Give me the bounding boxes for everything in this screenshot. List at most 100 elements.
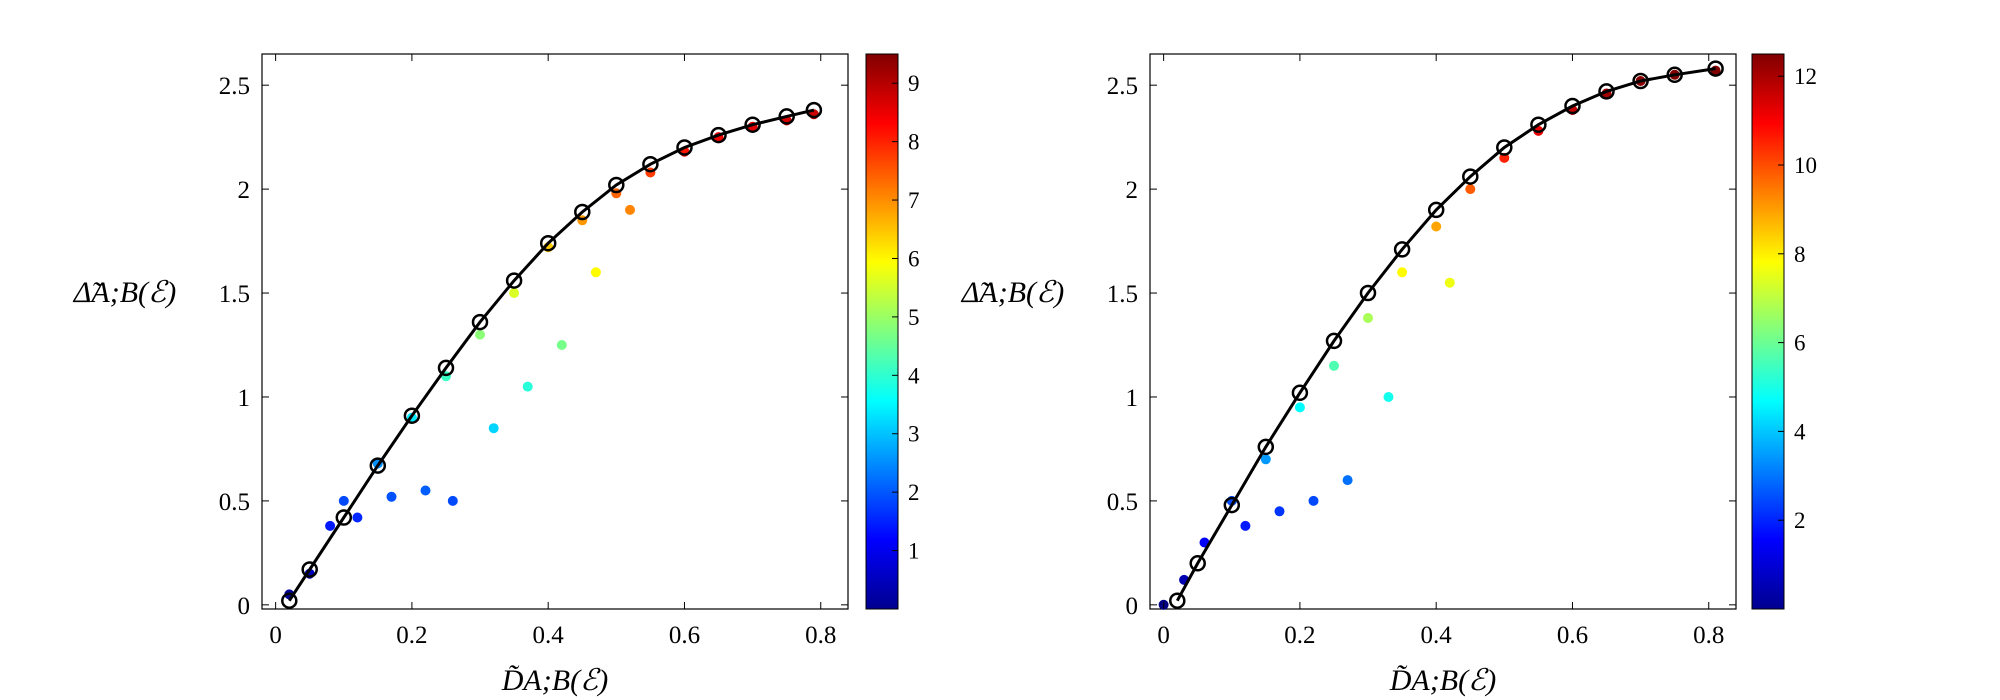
fit-curve-marker	[710, 126, 727, 144]
x-tick-label: 0.8	[1693, 622, 1724, 649]
scatter-point	[590, 267, 601, 278]
scatter-point	[1274, 506, 1285, 517]
fit-curve-marker	[1564, 97, 1581, 115]
scatter-point	[1499, 152, 1510, 163]
fit-curve-marker	[1427, 201, 1445, 219]
fit-curve-marker	[1598, 83, 1615, 100]
colorbar-right	[1751, 53, 1785, 610]
colorbar-tick-label: 8	[1794, 242, 1806, 267]
fit-curve-marker	[281, 592, 298, 609]
scatter-point	[325, 520, 336, 531]
y-tick-label: 1	[238, 385, 251, 412]
x-tick-label: 0.4	[533, 622, 565, 649]
x-tick-label: 0	[1157, 622, 1170, 649]
fit-curve-marker	[1530, 116, 1547, 133]
colorbar-tick-label: 10	[1794, 153, 1817, 178]
colorbar-tick-label: 3	[908, 422, 920, 447]
scatter-point	[625, 204, 635, 215]
y-tick-label: 0.5	[219, 489, 250, 516]
y-tick-label: 1.5	[1107, 281, 1138, 308]
colorbar-tick-label: 4	[908, 363, 920, 388]
scatter-point	[1240, 520, 1251, 531]
colorbar-left	[865, 53, 899, 610]
fit-curve-line	[1175, 67, 1716, 602]
scatter-point	[488, 423, 499, 434]
y-axis-label-left: Δ̃A;B(ℰ)	[73, 276, 176, 309]
fit-curve-marker	[805, 101, 823, 119]
y-tick-label: 2	[1126, 177, 1139, 204]
y-tick-label: 1	[1126, 385, 1139, 412]
colorbar-tick-label: 1	[908, 539, 920, 564]
x-tick-label: 0.2	[1284, 622, 1315, 649]
fit-curve-marker	[1325, 332, 1343, 350]
scatter-point	[1465, 184, 1476, 195]
colorbar-ticks-right: 2 4 6 8 10 12	[1778, 64, 1817, 533]
y-tick-label: 2.5	[219, 73, 250, 100]
x-ticks-right: 0 0.2 0.4 0.6 0.8	[1157, 54, 1724, 649]
colorbar-tick-label: 12	[1794, 64, 1817, 89]
fit-curve-marker	[642, 155, 659, 173]
y-ticks-right: 0 0.5 1 1.5 2 2.5	[1107, 73, 1736, 620]
plot-area-right	[1149, 53, 1737, 610]
colorbar-tick-label: 6	[1794, 331, 1806, 356]
scatter-point	[509, 288, 520, 298]
scatter-point	[352, 512, 363, 523]
scatter-point	[1363, 313, 1373, 323]
fit-curve-marker	[1223, 496, 1241, 514]
fit-curve-marker	[574, 203, 591, 221]
fit-curve-marker	[539, 234, 557, 252]
x-tick-label: 0.8	[805, 622, 836, 649]
fit-curve-marker	[335, 509, 353, 526]
fit-curve-marker	[437, 359, 455, 377]
scatter-point	[338, 495, 349, 506]
y-tick-label: 2.5	[1107, 73, 1138, 100]
fit-curve-marker	[1666, 66, 1683, 84]
scatter-point	[1342, 475, 1353, 486]
colorbar-tick-label: 4	[1794, 419, 1806, 444]
y-tick-label: 0.5	[1107, 489, 1138, 516]
colorbar-tick-label: 9	[908, 71, 920, 96]
colorbar-tick-label: 6	[908, 246, 920, 271]
colorbar-ticks-left: 1 2 3 4 5 6 7 8 9	[892, 71, 920, 564]
scatter-point	[556, 340, 567, 350]
x-tick-label: 0.4	[1421, 622, 1453, 649]
fit-curve-marker	[744, 116, 761, 133]
x-axis-label-left: D̃A;B(ℰ)	[501, 664, 608, 697]
colorbar-tick-label: 8	[908, 130, 920, 155]
scatter-point	[1308, 495, 1319, 506]
fit-curve-marker	[676, 139, 693, 156]
y-ticks-left: 0 0.5 1 1.5 2 2.5	[219, 73, 848, 620]
scatter-point	[447, 495, 458, 506]
fit-curve-marker	[1393, 241, 1411, 258]
scatter-point	[522, 381, 533, 392]
x-tick-label: 0.6	[669, 622, 700, 649]
colorbar-tick-label: 2	[1794, 508, 1806, 533]
y-tick-label: 1.5	[219, 281, 250, 308]
fit-curve-marker	[1496, 139, 1513, 156]
plot-area-left	[261, 53, 849, 610]
fit-curve-marker	[1632, 72, 1649, 90]
fit-curve-marker	[403, 407, 421, 424]
fit-curve-marker	[1189, 555, 1206, 572]
scatter-point	[1431, 221, 1442, 232]
fit-curve-marker	[608, 176, 625, 194]
panel-left: 0 0.2 0.4 0.6 0.8 0 0.5 1 1.5 2 2.5 D̃A;B(ℰ) Δ̃A;…	[73, 53, 920, 697]
fit-curve-marker	[301, 561, 318, 578]
scatter-point	[1329, 360, 1339, 371]
x-tick-label: 0.2	[396, 622, 427, 649]
scatter-layer-right	[1158, 65, 1721, 610]
scatter-point	[1260, 454, 1271, 465]
fit-curve-marker	[505, 272, 523, 289]
y-tick-label: 2	[238, 177, 251, 204]
y-axis-label-right: Δ̃A;B(ℰ)	[961, 276, 1064, 309]
colorbar-tick-label: 7	[908, 188, 920, 213]
fit-curve-marker	[1291, 384, 1309, 402]
x-tick-label: 0.6	[1557, 622, 1588, 649]
colorbar-tick-label: 5	[908, 305, 920, 330]
scatter-point	[1383, 392, 1394, 402]
fit-curve-marker	[369, 457, 387, 474]
scatter-point	[386, 491, 397, 502]
colorbar-tick-label: 2	[908, 480, 920, 505]
x-tick-label: 0	[269, 622, 282, 649]
